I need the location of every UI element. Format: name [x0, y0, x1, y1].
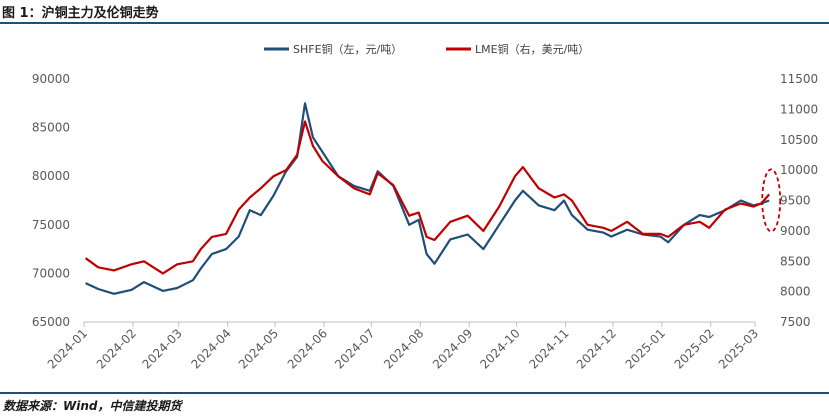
- highlight-ellipse: [761, 168, 782, 233]
- footer-rule: [0, 392, 829, 394]
- y-left-tick-label: 70000: [32, 266, 70, 280]
- figure-title: 图 1：沪铜主力及伦铜走势: [2, 6, 159, 21]
- x-tick-label: 2024-10: [477, 326, 522, 371]
- y-right-tick-label: 10500: [780, 133, 818, 147]
- x-tick-label: 2024-06: [285, 326, 330, 371]
- series-line-lme: [84, 120, 771, 275]
- y-left-tick-label: 90000: [32, 72, 70, 86]
- x-tick-label: 2025-01: [623, 326, 668, 371]
- y-right-tick-label: 8500: [780, 254, 811, 268]
- x-tick-label: 2024-12: [574, 326, 619, 371]
- x-tick-label: 2024-03: [139, 326, 184, 371]
- title-rule: [0, 22, 829, 24]
- chart-legend: SHFE铜（左，元/吨） LME铜（右，美元/吨）: [264, 42, 589, 56]
- y-right-tick-label: 8000: [780, 285, 811, 299]
- y-left-tick-label: 75000: [32, 218, 70, 232]
- x-tick-label: 2025-03: [716, 326, 761, 371]
- y-right-tick-label: 11500: [780, 72, 818, 86]
- y-right-tick-label: 10000: [780, 163, 818, 177]
- x-tick-label: 2024-02: [94, 326, 139, 371]
- y-right-tick-label: 9000: [780, 224, 811, 238]
- x-tick-label: 2024-01: [45, 326, 90, 371]
- x-tick-label: 2024-04: [188, 326, 233, 371]
- x-tick-label: 2024-07: [332, 326, 377, 371]
- x-tick-label: 2024-11: [526, 326, 571, 371]
- y-right-tick-label: 9500: [780, 194, 811, 208]
- legend-label-shfe: SHFE铜（左，元/吨）: [293, 42, 402, 56]
- legend-label-lme: LME铜（右，美元/吨）: [475, 42, 589, 56]
- y-right-tick-label: 11000: [780, 102, 818, 116]
- y-left-tick-label: 80000: [32, 169, 70, 183]
- x-tick-label: 2024-08: [381, 326, 426, 371]
- x-tick-label: 2025-02: [672, 326, 717, 371]
- data-source: 数据来源：Wind，中信建投期货: [3, 399, 182, 413]
- y-right-tick-label: 7500: [780, 315, 811, 329]
- y-left-tick-label: 65000: [32, 315, 70, 329]
- x-tick-label: 2024-09: [430, 326, 475, 371]
- series-line-shfe: [85, 102, 770, 295]
- y-left-tick-label: 85000: [32, 121, 70, 135]
- x-tick-label: 2024-05: [236, 326, 281, 371]
